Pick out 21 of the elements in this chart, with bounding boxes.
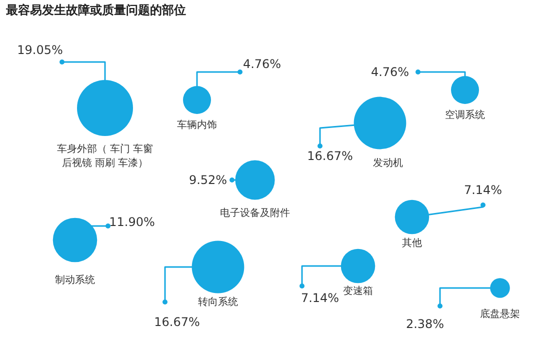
- data-label: 16.67%: [307, 149, 353, 163]
- data-label: 11.90%: [109, 215, 155, 229]
- category-label: 制动系统: [55, 274, 95, 286]
- data-label: 4.76%: [242, 57, 282, 71]
- data-label: 9.52%: [188, 173, 228, 187]
- category-label: 底盘悬架: [480, 308, 520, 320]
- data-label: 7.14%: [464, 183, 502, 197]
- category-label: 车辆内饰: [177, 119, 217, 131]
- data-label: 4.76%: [370, 65, 410, 79]
- category-label: 转向系统: [198, 296, 238, 308]
- data-label: 19.05%: [17, 43, 63, 57]
- text: 最容易发生故障或质量问题的部位: [5, 3, 186, 17]
- category-label: 变速箱: [343, 285, 373, 297]
- category-label: 车身外部（ 车门 车窗后视镜 雨刷 车漆）: [56, 143, 154, 169]
- category-label: 发动机: [373, 157, 403, 169]
- category-label: 电子设备及附件: [220, 207, 290, 219]
- category-label: 其他: [402, 237, 422, 249]
- data-label: 16.67%: [154, 315, 200, 329]
- data-label: 7.14%: [300, 291, 340, 305]
- data-label: 2.38%: [406, 317, 444, 331]
- category-label: 空调系统: [445, 109, 485, 121]
